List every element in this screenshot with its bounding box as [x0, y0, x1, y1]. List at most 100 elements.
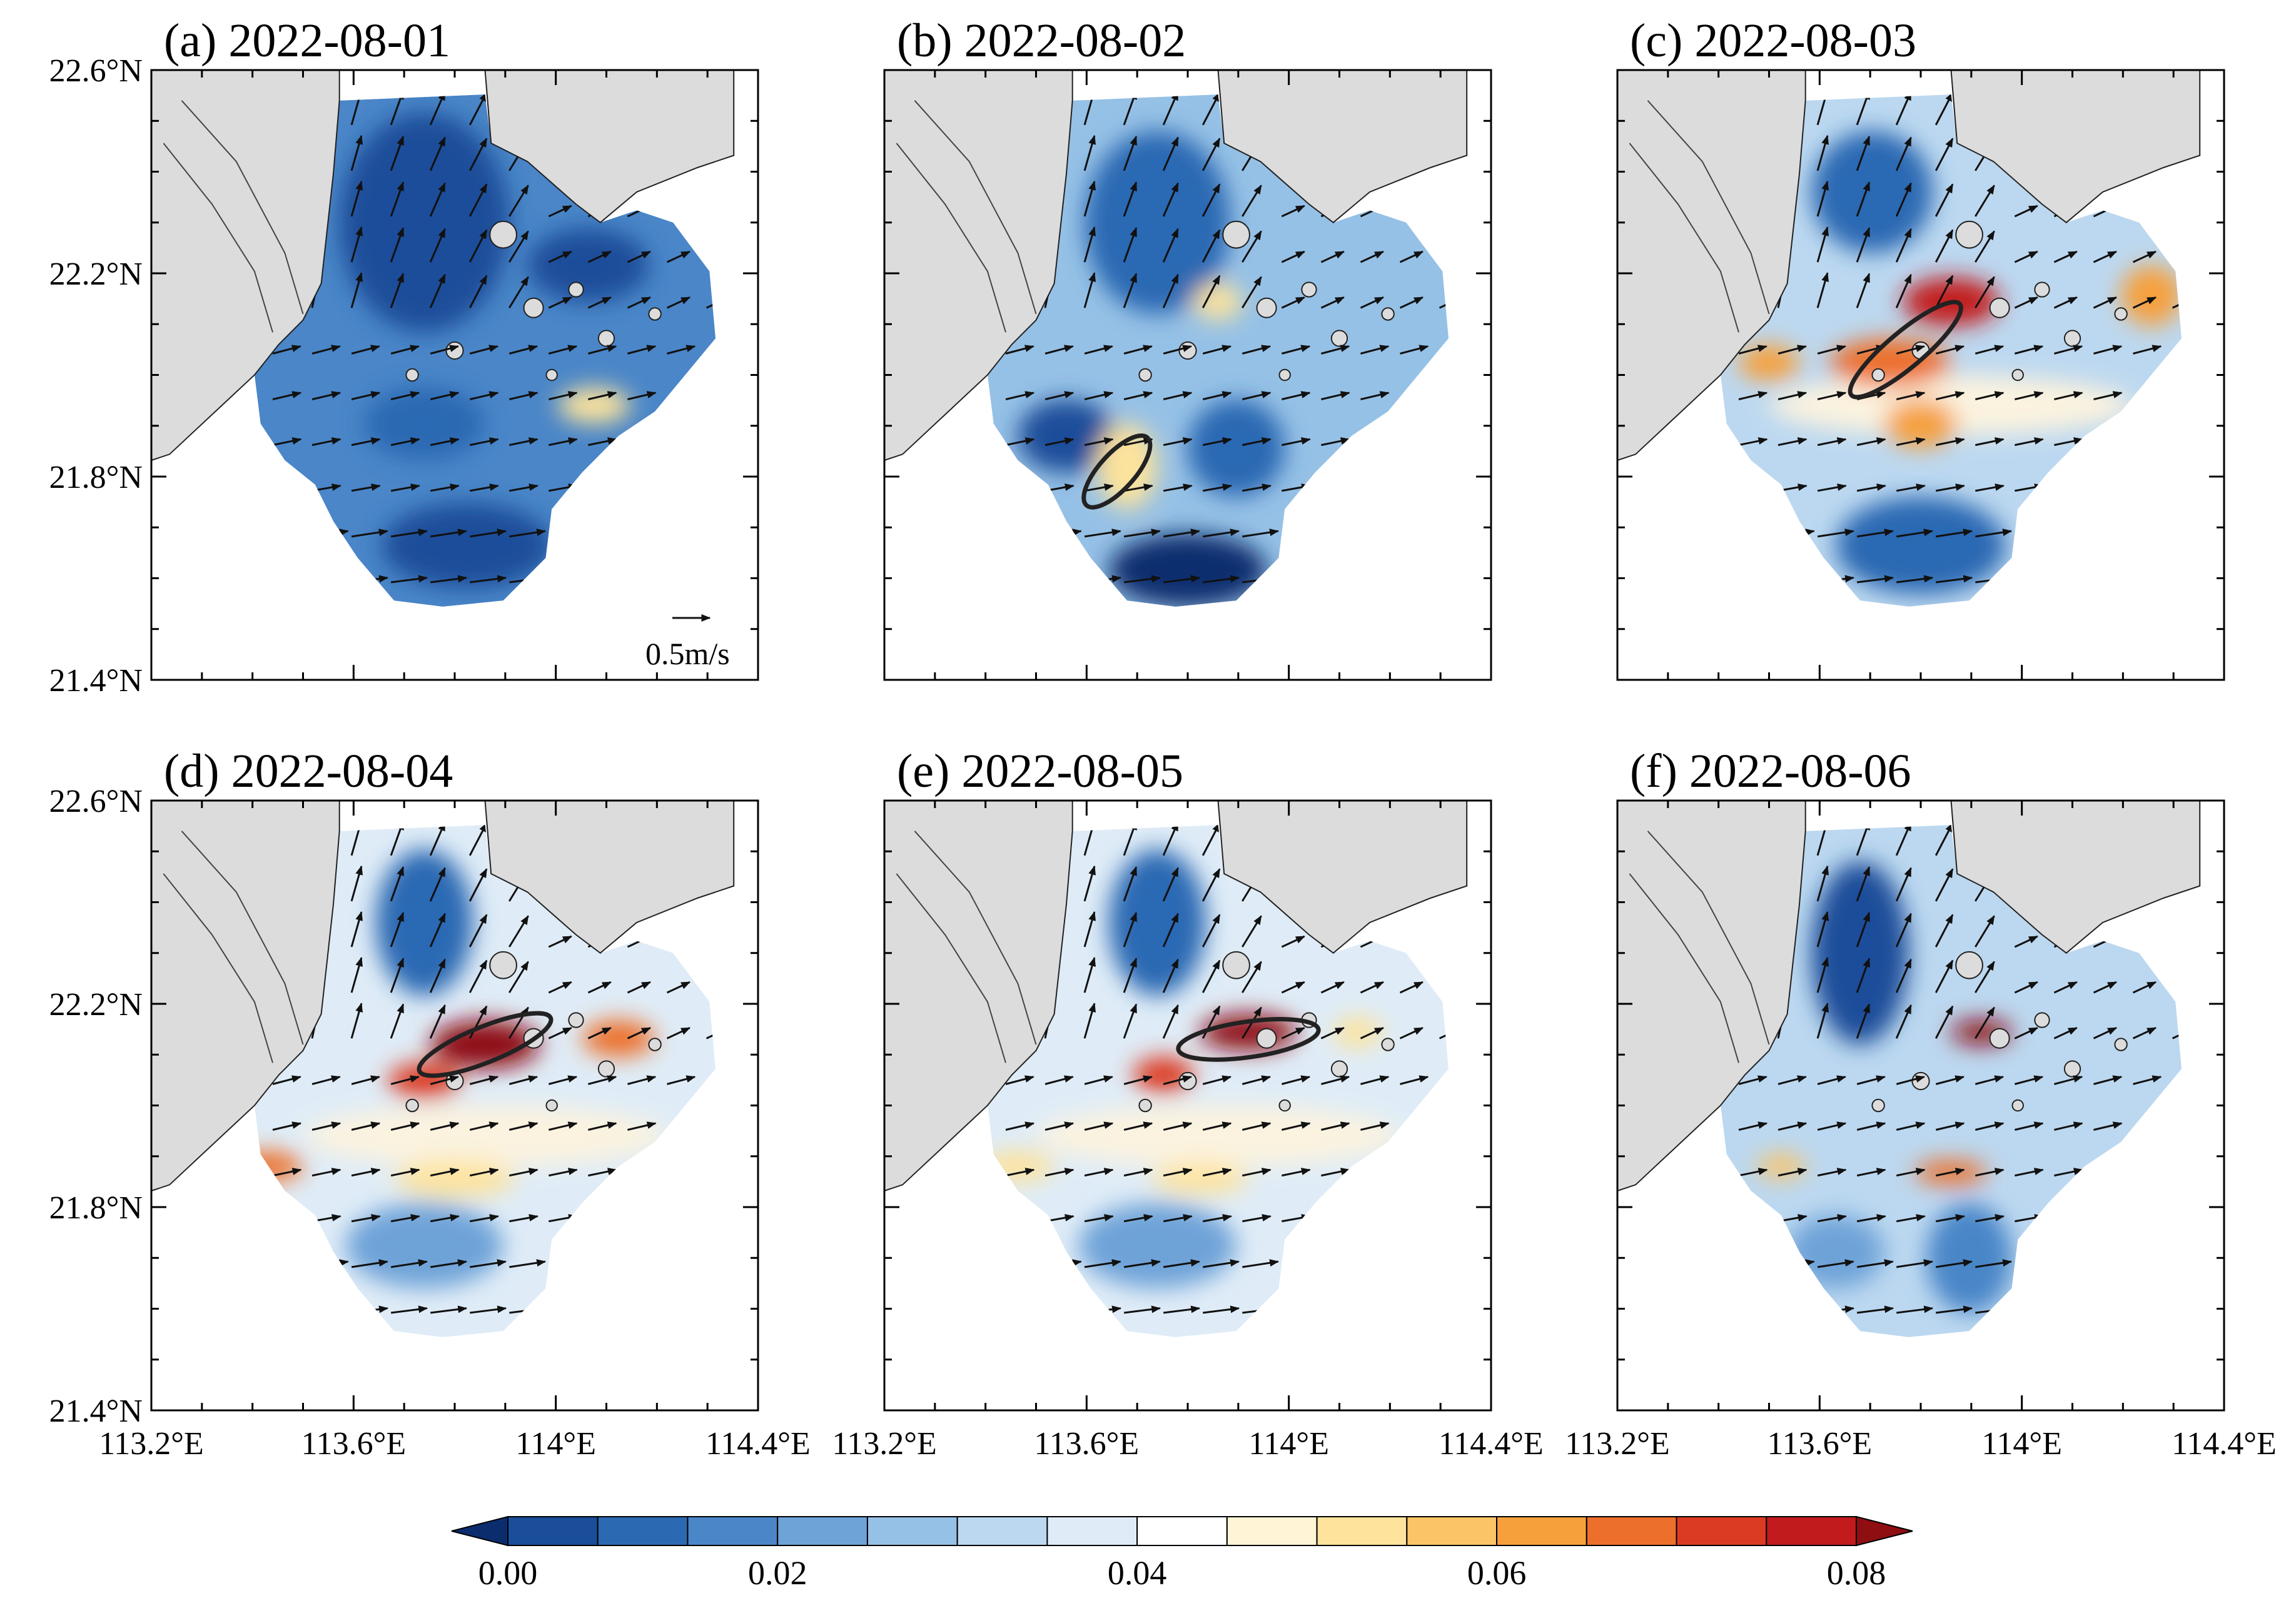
vector-arrow: [1005, 1168, 1035, 1177]
vector-arrow: [1817, 1259, 1854, 1268]
vector-arrow: [1975, 1006, 1995, 1039]
vector-arrow: [1934, 138, 1954, 171]
vector-arrow: [1321, 345, 1350, 355]
vector-arrow: [1201, 914, 1221, 948]
vector-arrow: [429, 1004, 446, 1039]
vector-arrow: [1934, 183, 1954, 217]
x-tick-label: 113.6°E: [301, 1426, 407, 1462]
vector-arrow: [1936, 575, 1973, 584]
vector-arrow: [1084, 1259, 1121, 1268]
vector-arrow: [1816, 226, 1829, 263]
vector-arrow: [1975, 915, 1995, 948]
vector-arrow: [2093, 250, 2118, 263]
vector-arrow: [1163, 1259, 1201, 1268]
vector-arrow: [351, 1121, 381, 1131]
vector-arrow: [1934, 825, 1954, 856]
vector-arrow: [1084, 528, 1121, 538]
vector-arrow: [1399, 296, 1424, 309]
vector-arrow: [2132, 1026, 2157, 1039]
vector-arrow: [1975, 230, 1995, 263]
vector-arrow: [272, 1121, 302, 1131]
vector-arrow: [1399, 981, 1424, 994]
vector-arrow: [509, 528, 547, 538]
x-tick-label: 114°E: [1981, 1426, 2062, 1462]
vector-arrow: [1005, 391, 1035, 400]
vector-arrow: [1856, 958, 1871, 993]
colorbar-segment: [597, 1516, 689, 1546]
island: [1256, 297, 1277, 318]
vector-arrow: [2172, 1026, 2182, 1039]
vector-arrow: [1816, 911, 1829, 948]
colorbar-segment: [1676, 1516, 1768, 1546]
vector-arrow: [2053, 296, 2078, 309]
vector-arrow: [1738, 437, 1768, 447]
vector-arrow: [588, 1121, 617, 1131]
vector-arrow: [468, 1005, 488, 1039]
island: [2114, 307, 2128, 321]
island: [545, 368, 558, 382]
island: [1330, 1060, 1348, 1078]
vector-arrow: [1935, 1214, 1965, 1223]
vector-arrow: [311, 1168, 341, 1177]
vector-arrow: [1360, 345, 1390, 355]
vector-arrow: [1202, 483, 1232, 492]
vector-arrow: [1162, 136, 1179, 171]
vector-arrow: [1201, 183, 1221, 217]
island: [2114, 1038, 2128, 1051]
river-line: [1629, 873, 1739, 1063]
vector-arrow: [1817, 1075, 1847, 1085]
vector-arrow: [390, 1003, 405, 1039]
vector-arrow: [1778, 1075, 1807, 1085]
vector-arrow: [2054, 1121, 2083, 1131]
vector-arrow: [390, 1168, 420, 1177]
vector-arrow: [1242, 1121, 1272, 1131]
vector-arrow: [430, 437, 460, 447]
vector-arrow: [390, 1121, 420, 1131]
vector-arrow: [1282, 437, 1311, 447]
island: [1138, 1098, 1152, 1113]
vector-arrow: [1817, 437, 1847, 447]
vector-arrow: [1203, 1259, 1240, 1268]
vector-arrow: [627, 250, 652, 263]
vector-arrow: [2133, 345, 2162, 355]
vector-arrow: [350, 911, 363, 948]
vector-arrow: [1242, 1214, 1272, 1223]
vector-arrow: [1084, 483, 1114, 492]
vector-arrow: [1242, 345, 1272, 355]
vector-arrow: [272, 437, 302, 447]
island: [568, 281, 584, 298]
vector-arrow: [548, 1026, 572, 1039]
vector-arrow: [1242, 185, 1262, 217]
vector-arrow: [1399, 1026, 1424, 1039]
island: [2011, 1099, 2024, 1112]
vector-arrow: [1044, 1121, 1075, 1131]
vector-arrow: [311, 345, 341, 355]
vector-arrow: [2054, 1075, 2083, 1085]
vector-arrow: [1163, 575, 1201, 584]
vector-arrow: [588, 1075, 617, 1085]
vector-arrow: [1935, 391, 1965, 400]
x-tick-label: 113.2°E: [832, 1426, 937, 1462]
vector-arrow: [390, 391, 420, 400]
vector-arrow: [508, 276, 529, 309]
vector-arrow: [1934, 959, 1954, 993]
vector-arrow: [1005, 345, 1034, 355]
vector-arrow: [1201, 275, 1221, 308]
vector-arrow: [469, 1121, 499, 1131]
land-north: [484, 69, 735, 224]
vector-arrow: [508, 230, 529, 263]
vector-arrow: [1242, 391, 1272, 400]
x-tick-label: 114.4°E: [1439, 1426, 1544, 1462]
vector-arrow: [1005, 1121, 1035, 1131]
vector-arrow: [1123, 1259, 1161, 1268]
vector-arrow: [1320, 296, 1345, 309]
vector-arrow: [1203, 528, 1240, 538]
y-tick-label: 21.8°N: [49, 1190, 143, 1226]
vector-arrow: [2015, 391, 2044, 400]
vector-arrow: [2053, 1026, 2078, 1039]
vector-arrow: [2053, 981, 2078, 994]
vector-arrow: [1123, 135, 1138, 171]
vector-arrow: [1242, 915, 1262, 948]
vector-arrow: [1975, 1259, 2013, 1268]
vector-arrow: [1856, 1214, 1886, 1223]
